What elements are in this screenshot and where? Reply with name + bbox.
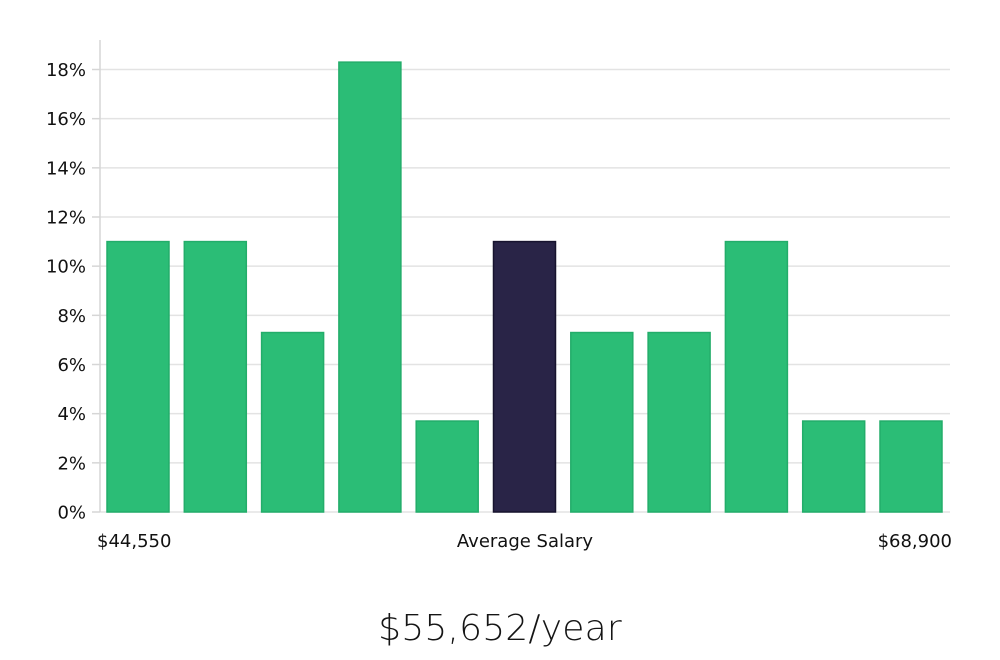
histogram-bar <box>879 420 943 513</box>
x-min-label: $44,550 <box>97 531 171 552</box>
axis-layer <box>92 40 101 513</box>
label-layer: 0% 2% 4% 6% 8% 10% 12% 14% 16% 18% <box>46 60 86 524</box>
histogram-bar <box>338 61 402 513</box>
x-axis-title: Average Salary <box>457 531 594 552</box>
histogram-bar <box>260 331 325 513</box>
y-tick-label: 14% <box>46 158 86 179</box>
histogram-bar <box>570 331 634 513</box>
histogram-bar <box>724 240 789 513</box>
y-tick-label: 18% <box>46 60 86 81</box>
y-tick-label: 6% <box>57 355 86 376</box>
average-salary-value: $55,652/year <box>378 608 622 649</box>
y-tick-label: 8% <box>57 306 86 327</box>
y-tick-label: 2% <box>57 453 86 474</box>
y-tick-label: 12% <box>46 208 86 229</box>
y-tick-label: 0% <box>57 503 86 524</box>
y-tick-label: 10% <box>46 257 86 278</box>
x-max-label: $68,900 <box>878 531 952 552</box>
histogram-bar <box>106 240 170 513</box>
bar-layer <box>106 61 943 513</box>
histogram-bar <box>183 240 248 513</box>
histogram-bar-highlighted <box>492 240 557 513</box>
y-tick-label: 16% <box>46 109 86 130</box>
histogram-bar <box>801 420 866 513</box>
histogram-bar <box>415 420 479 513</box>
histogram-bar <box>647 331 711 513</box>
y-tick-label: 4% <box>57 404 86 425</box>
salary-histogram: 0% 2% 4% 6% 8% 10% 12% 14% 16% 18% $44,550 Averag… <box>46 40 952 552</box>
